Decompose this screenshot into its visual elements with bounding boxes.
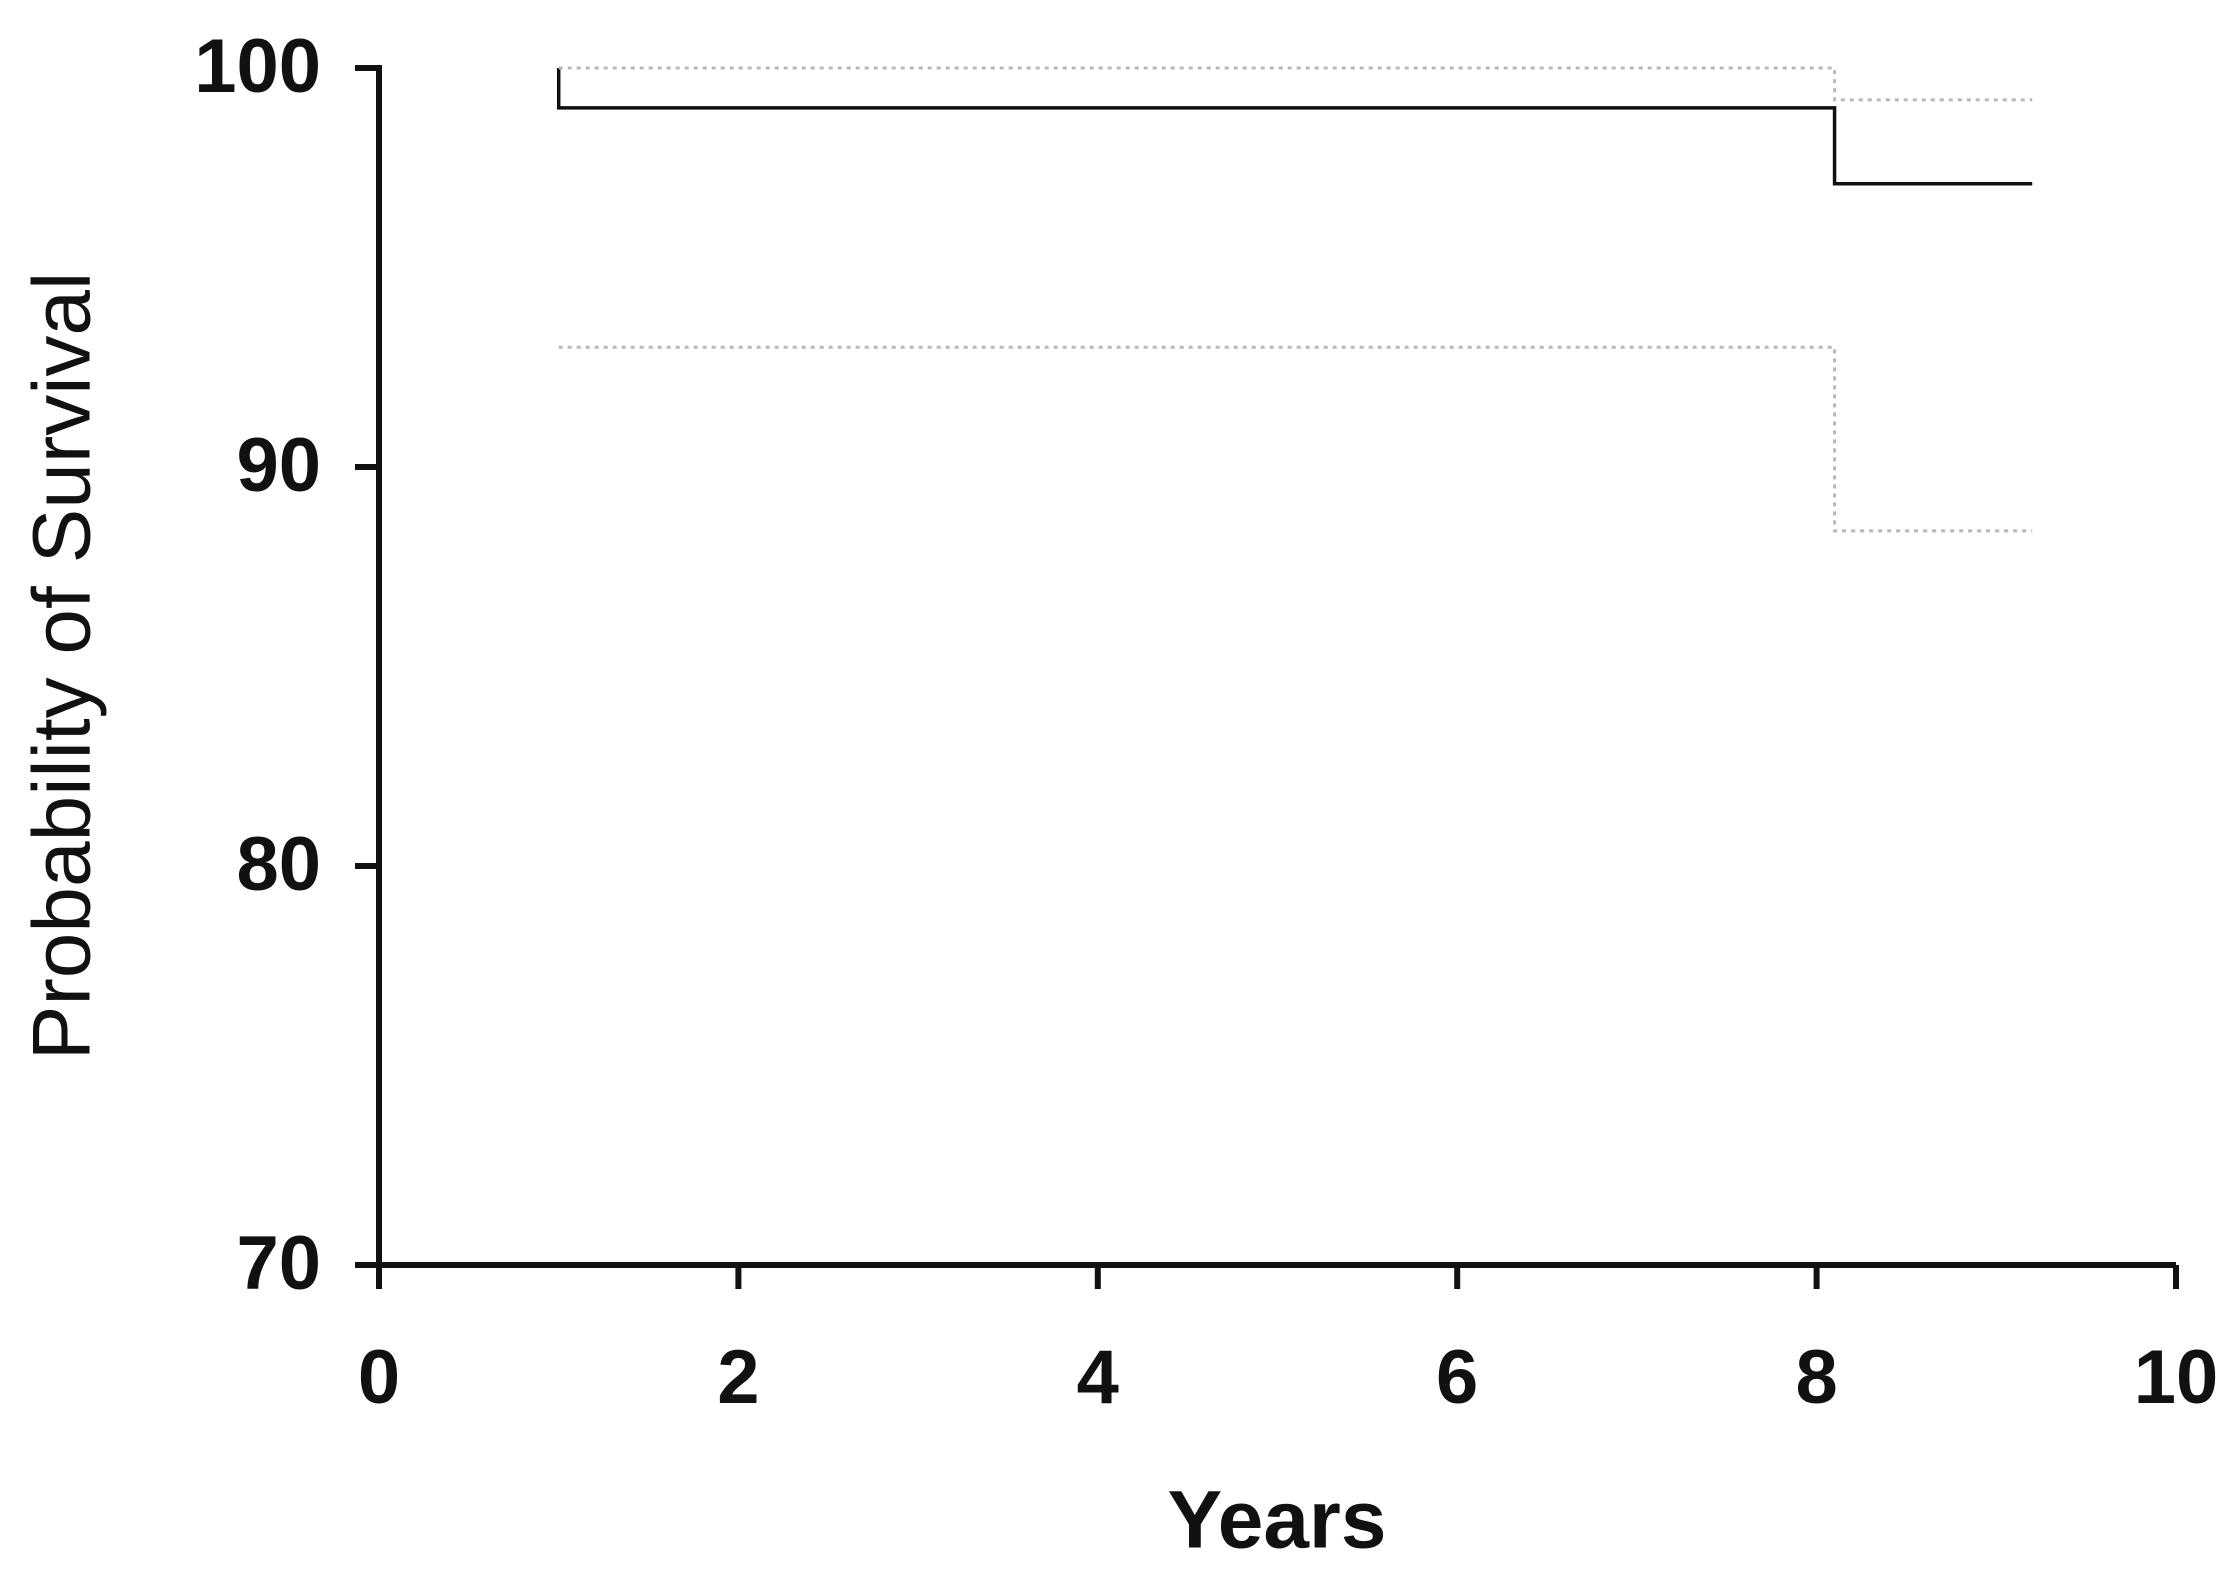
x-tick-label: 8: [1795, 1335, 1837, 1420]
survival-line: [558, 345, 2033, 533]
y-axis-title: Probability of Survival: [17, 272, 108, 1060]
x-tick-label: 10: [2134, 1335, 2219, 1420]
x-tick-label: 6: [1436, 1335, 1478, 1420]
x-tick-label: 4: [1077, 1335, 1119, 1420]
y-tick-label: 70: [236, 1221, 321, 1306]
y-tick-label: 90: [236, 423, 321, 508]
x-tick-label: 2: [717, 1335, 759, 1420]
survival-line: [558, 66, 2033, 102]
y-tick-label: 80: [236, 822, 321, 907]
survival-line: [556, 68, 2033, 186]
y-tick-label: 100: [194, 24, 321, 109]
x-axis-title: Years: [1168, 1475, 1387, 1566]
x-tick-label: 0: [358, 1335, 400, 1420]
